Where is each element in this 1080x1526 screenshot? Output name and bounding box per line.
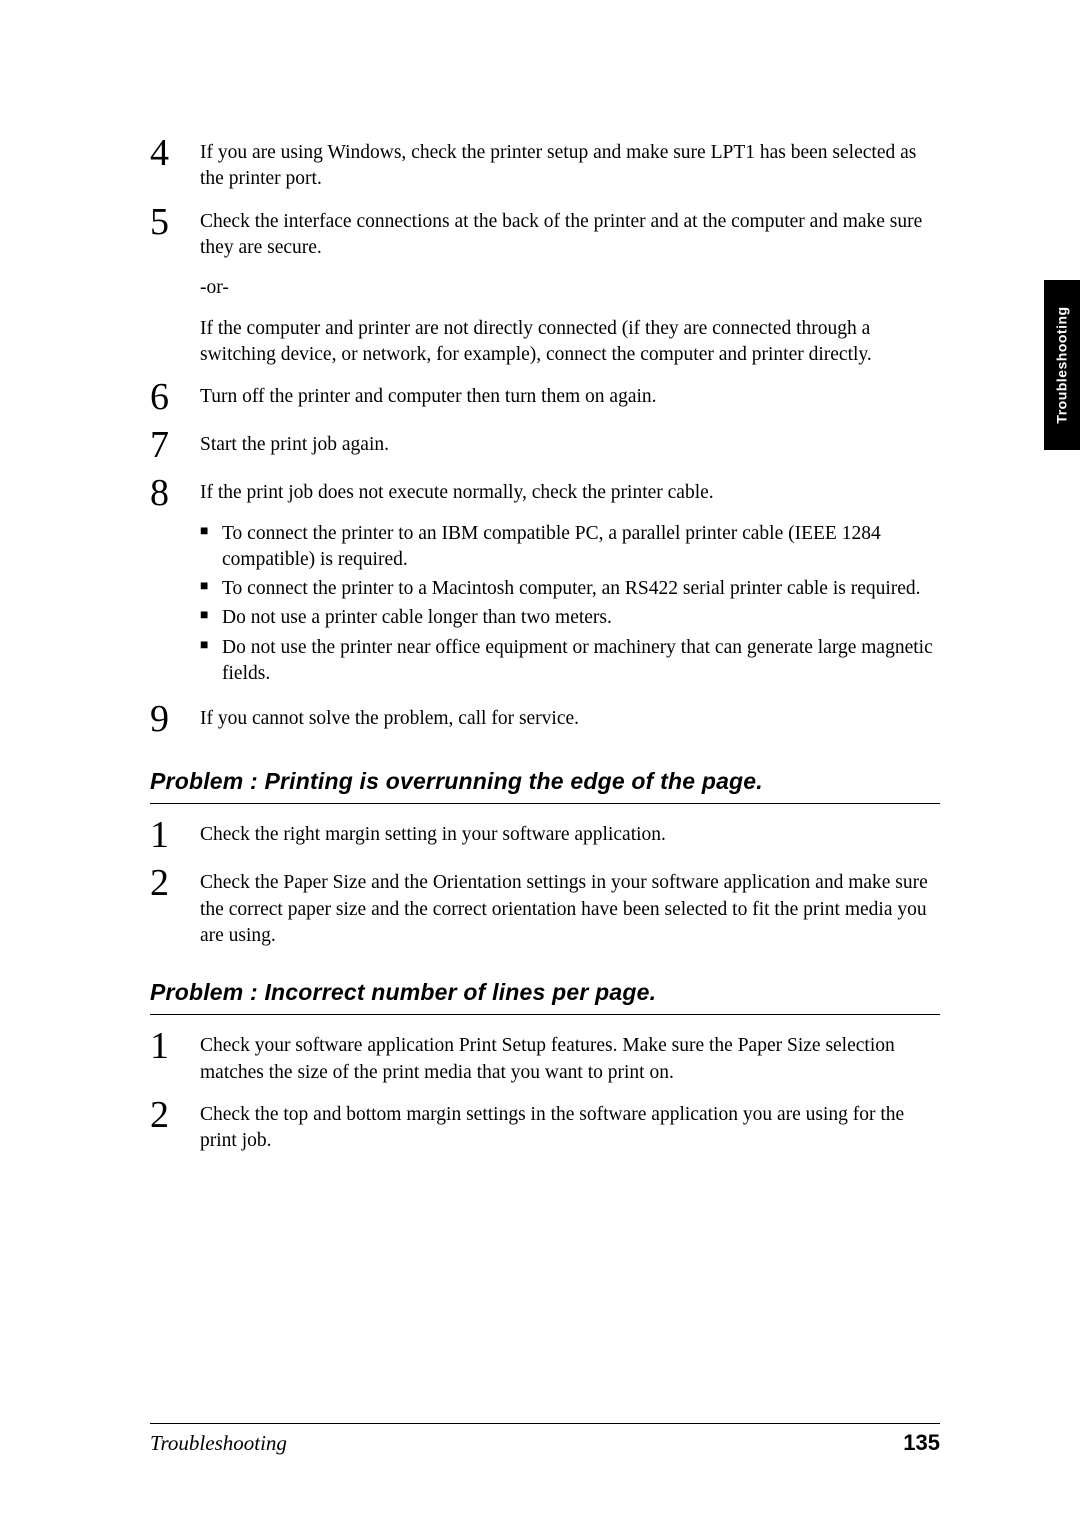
step-text: Check the Paper Size and the Orientation…: [200, 870, 940, 949]
footer-page-number: 135: [903, 1430, 940, 1456]
footer-chapter-title: Troubleshooting: [150, 1431, 287, 1456]
step-number: 1: [150, 816, 200, 854]
problem-section-overrun: Problem : Printing is overrunning the ed…: [150, 768, 940, 949]
step-text: If the print job does not execute normal…: [200, 480, 940, 506]
step-number: 4: [150, 134, 200, 172]
step-body: Check the right margin setting in your s…: [200, 822, 940, 848]
step-8: 8 If the print job does not execute norm…: [150, 480, 940, 690]
step-body: Turn off the printer and computer then t…: [200, 384, 940, 410]
step-body: If you are using Windows, check the prin…: [200, 140, 940, 193]
bullet-item: Do not use the printer near office equip…: [200, 635, 940, 688]
step-number: 7: [150, 426, 200, 464]
step-text: Check your software application Print Se…: [200, 1033, 940, 1086]
step-text: Turn off the printer and computer then t…: [200, 384, 940, 410]
step-body: Check your software application Print Se…: [200, 1033, 940, 1086]
step-text: Check the top and bottom margin settings…: [200, 1102, 940, 1155]
bullet-list: To connect the printer to an IBM compati…: [200, 521, 940, 688]
step-text: If the computer and printer are not dire…: [200, 316, 940, 369]
bullet-item: To connect the printer to an IBM compati…: [200, 521, 940, 574]
step-1: 1 Check your software application Print …: [150, 1033, 940, 1086]
bullet-item: Do not use a printer cable longer than t…: [200, 605, 940, 631]
step-1: 1 Check the right margin setting in your…: [150, 822, 940, 854]
step-body: Check the interface connections at the b…: [200, 209, 940, 369]
section-heading: Problem : Printing is overrunning the ed…: [150, 768, 940, 804]
page-content: 4 If you are using Windows, check the pr…: [0, 0, 1080, 1526]
step-body: If the print job does not execute normal…: [200, 480, 940, 690]
step-number: 8: [150, 474, 200, 512]
step-2: 2 Check the Paper Size and the Orientati…: [150, 870, 940, 949]
step-7: 7 Start the print job again.: [150, 432, 940, 464]
page-footer: Troubleshooting 135: [150, 1423, 940, 1456]
step-body: If you cannot solve the problem, call fo…: [200, 706, 940, 732]
step-9: 9 If you cannot solve the problem, call …: [150, 706, 940, 738]
step-number: 9: [150, 700, 200, 738]
step-text: Start the print job again.: [200, 432, 940, 458]
step-2: 2 Check the top and bottom margin settin…: [150, 1102, 940, 1155]
step-6: 6 Turn off the printer and computer then…: [150, 384, 940, 416]
step-number: 6: [150, 378, 200, 416]
step-number: 5: [150, 203, 200, 241]
step-text: Check the interface connections at the b…: [200, 209, 940, 262]
step-text: If you are using Windows, check the prin…: [200, 140, 940, 193]
step-body: Start the print job again.: [200, 432, 940, 458]
step-5: 5 Check the interface connections at the…: [150, 209, 940, 369]
step-4: 4 If you are using Windows, check the pr…: [150, 140, 940, 193]
step-body: Check the top and bottom margin settings…: [200, 1102, 940, 1155]
step-text: If you cannot solve the problem, call fo…: [200, 706, 940, 732]
step-number: 2: [150, 864, 200, 902]
section-heading: Problem : Incorrect number of lines per …: [150, 979, 940, 1015]
problem-section-lines: Problem : Incorrect number of lines per …: [150, 979, 940, 1154]
step-text: -or-: [200, 275, 940, 301]
bullet-item: To connect the printer to a Macintosh co…: [200, 576, 940, 602]
step-text: Check the right margin setting in your s…: [200, 822, 940, 848]
step-number: 2: [150, 1096, 200, 1134]
step-body: Check the Paper Size and the Orientation…: [200, 870, 940, 949]
step-number: 1: [150, 1027, 200, 1065]
